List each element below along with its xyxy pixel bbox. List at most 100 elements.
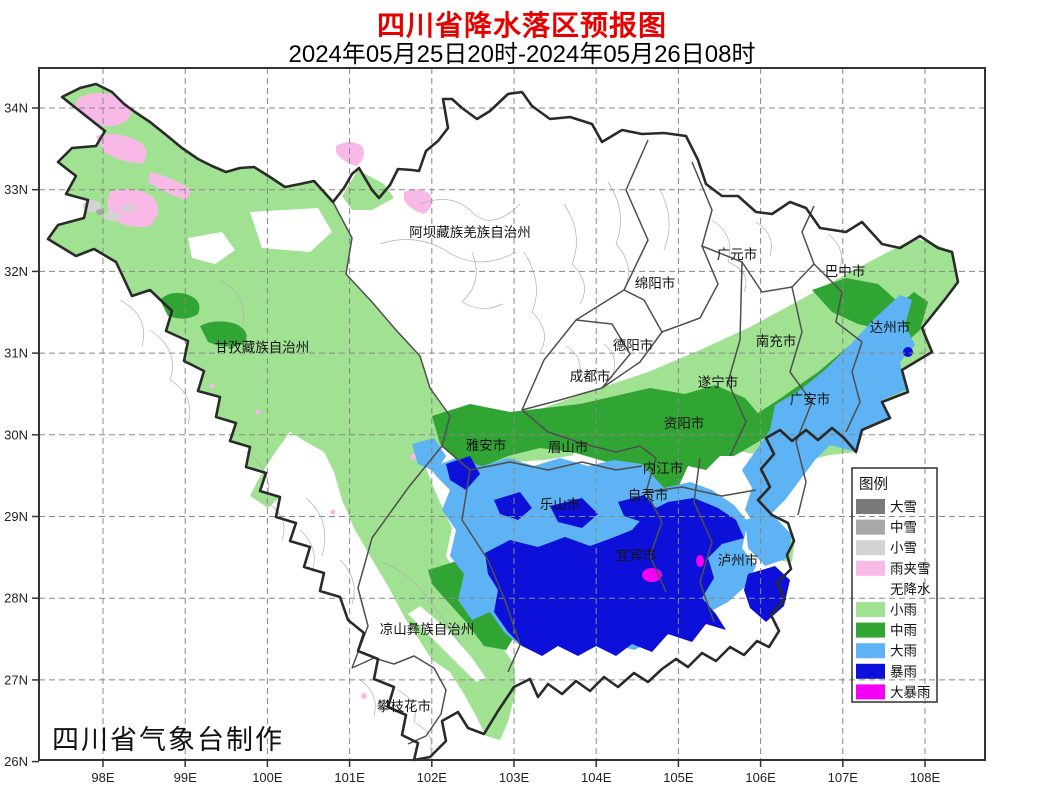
city-label: 宜宾市 [616,547,657,563]
moderate-snow-patches [96,209,104,215]
province-outline [46,82,960,762]
lat-tick-label: 26N [4,754,28,769]
sleet-2 [96,134,147,164]
no-precip-patches [408,606,486,682]
rain-region-aba-wedge [342,170,394,210]
lat-tick-label: 32N [4,264,28,279]
storm-main [485,498,744,656]
sleet-dot-2 [361,693,367,699]
sleet-dot-4 [255,409,261,415]
legend-swatch-10 [856,684,885,700]
legend-label-4: 雨夹雪 [890,561,931,576]
legend-swatch-6 [856,602,885,617]
city-label: 攀枝花市 [377,698,431,714]
sleet-4 [148,172,192,200]
city-label: 广安市 [790,391,831,407]
storm-blob-yaan [446,456,480,490]
legend-swatch-4 [856,560,885,576]
city-label: 绵阳市 [635,275,676,291]
city-label: 达州市 [870,319,911,335]
city-label: 资阳市 [664,415,705,431]
heavy-luzhou-hook [745,512,792,566]
axis-labels: 98E 99E 100E 101E 102E 103E 104E 105E 106E 107E 10… [4,101,940,786]
city-label: 凉山彝族自治州 [380,622,475,637]
city-label: 雅安市 [466,437,507,453]
moderate-blob-ganzi-1 [160,292,200,319]
rain-region-west [48,84,516,740]
legend-swatch-7 [856,622,885,638]
lat-tick-label: 33N [4,182,28,197]
lon-tick-label: 105E [663,770,694,785]
lat-tick-label: 29N [4,509,28,524]
city-label: 内江市 [643,460,684,476]
lon-tick-label: 108E [910,770,941,785]
prefecture-boundaries [332,139,863,745]
city-label: 南充市 [756,333,797,349]
lon-tick-label: 100E [252,770,283,785]
city-label: 阿坝藏族羌族自治州 [409,225,531,240]
legend-title: 图例 [859,476,888,493]
lat-tick-label: 31N [4,346,28,361]
legend-box [851,467,938,703]
city-label: 遂宁市 [698,374,739,390]
county-boundaries [119,181,842,751]
city-label: 成都市 [570,368,611,384]
lat-tick-label: 27N [4,672,28,687]
legend-label-10: 大暴雨 [890,685,931,700]
light-snow-3 [122,204,134,212]
lon-tick-label: 103E [499,770,530,785]
forecast-period: 2024年05月25日20时-2024年05月26日08时 [288,41,756,68]
legend-label-2: 中雪 [890,520,917,535]
city-label: 自贡市 [628,487,669,503]
legend-label-6: 小雨 [890,603,917,618]
city-label: 乐山市 [540,496,581,512]
lon-tick-label: 102E [417,770,448,785]
attribution: 四川省气象台制作 [52,725,284,755]
sleet-dot-1 [410,454,416,460]
city-label: 广元市 [717,246,758,262]
legend-swatch-3 [856,540,885,556]
no-precip-streak [408,606,486,682]
page-title: 四川省降水落区预报图 [376,10,667,41]
graticule [39,68,985,760]
sleet-dot-3 [209,383,215,389]
plot-frame [38,67,986,761]
lon-tick-label: 104E [581,770,612,785]
moderate-blob-ganzi-2 [200,321,247,347]
legend-label-1: 大雪 [890,500,917,515]
lon-tick-label: 101E [334,770,365,785]
lon-tick-label: 106E [745,770,776,785]
legend-swatch-8 [856,643,885,659]
city-label: 德阳市 [613,337,654,353]
city-label: 泸州市 [718,552,759,568]
city-label: 巴中市 [825,263,866,279]
light-snow-2 [104,211,120,221]
storm-dot-dazhou [903,347,913,357]
city-label: 甘孜藏族自治州 [215,340,310,355]
lat-tick-label: 30N [4,427,28,442]
legend-label-9: 暴雨 [890,664,917,679]
legend-label-3: 小雪 [890,541,917,556]
legend-swatch-2 [856,519,885,535]
legend-swatch-1 [856,499,885,514]
lat-tick-label: 34N [4,101,28,116]
lon-tick-label: 99E [174,770,197,785]
severe-spot-2 [696,555,704,567]
storm-blob-1 [494,492,532,520]
legend-swatch-5 [856,581,885,597]
sleet-patches [76,92,432,699]
lon-tick-label: 98E [91,770,114,785]
sleet-6 [404,189,432,214]
city-label: 眉山市 [548,439,589,455]
heavy-east-dazhou-guangan [742,295,915,525]
sleet-dot-5 [330,509,336,515]
sleet-1 [76,92,132,127]
legend-label-7: 中雨 [890,623,917,638]
moderate-snow-1 [96,209,104,215]
legend-swatch-9 [856,663,885,679]
legend-label-5: 无降水 [890,582,931,597]
